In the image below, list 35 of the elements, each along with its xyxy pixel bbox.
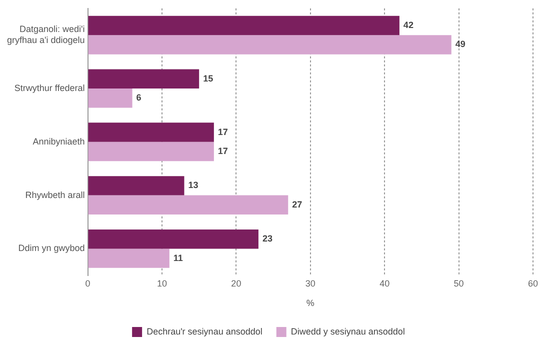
bar [88, 229, 258, 249]
legend-label: Diwedd y sesiynau ansoddol [290, 326, 405, 336]
x-tick-label: 10 [156, 278, 167, 288]
legend-label: Dechrau'r sesiynau ansoddol [146, 326, 262, 336]
y-tick-label: Datganoli: wedi'i gryfhau a'i ddiogelu [6, 24, 85, 45]
bar [88, 176, 184, 196]
x-tick-label: 20 [231, 278, 242, 288]
y-tick-label: Annibyniaeth [32, 136, 85, 146]
bar [88, 16, 400, 36]
bar [88, 195, 288, 215]
bar [88, 122, 214, 142]
data-label: 49 [455, 39, 466, 50]
data-label: 6 [136, 92, 142, 103]
data-label: 13 [188, 180, 198, 190]
bar [88, 88, 132, 108]
bar [88, 248, 170, 268]
y-tick-label: Strwythur ffederal [14, 82, 85, 93]
y-tick-label: Ddim yn gwybod [18, 243, 85, 254]
data-label: 42 [403, 20, 414, 30]
data-label: 17 [218, 146, 228, 156]
data-label: 15 [203, 73, 214, 84]
bar [88, 35, 452, 54]
data-label: 23 [262, 234, 272, 244]
data-label: 27 [292, 199, 302, 210]
data-label: 11 [173, 252, 183, 263]
bar [88, 142, 214, 162]
data-label: 17 [218, 126, 228, 137]
x-tick-label: 40 [380, 278, 390, 288]
bar [88, 69, 200, 88]
x-tick-label: 60 [528, 278, 538, 288]
x-tick-label: 30 [305, 278, 316, 288]
x-axis-title: % [306, 298, 314, 308]
x-tick-label: 50 [454, 278, 464, 288]
y-tick-label: Rhywbeth arall [25, 190, 85, 200]
x-tick-label: 0 [85, 278, 90, 288]
